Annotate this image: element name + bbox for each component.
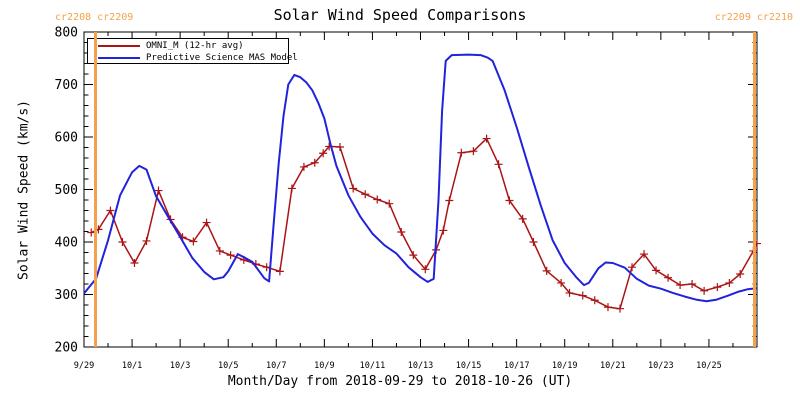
x-tick-label: 10/5	[218, 361, 238, 371]
legend-label-mas: Predictive Science MAS Model	[146, 53, 298, 63]
x-tick-label: 10/7	[266, 361, 286, 371]
y-axis-title: Solar Wind Speed (km/s)	[16, 99, 32, 281]
x-axis-title: Month/Day from 2018-09-29 to 2018-10-26 …	[227, 374, 573, 389]
plot-frame	[83, 31, 758, 348]
legend-item-omni: OMNI_M (12-hr avg)	[88, 40, 288, 52]
mas-series-line	[83, 53, 758, 303]
x-tick-label: 10/25	[696, 361, 722, 371]
x-tick-label: 10/23	[648, 361, 674, 371]
x-tick-label: 10/1	[122, 361, 142, 371]
x-tick-label: 9/29	[74, 361, 94, 371]
carrington-boundary-line-left	[93, 32, 97, 347]
carrington-boundary-line-right	[753, 32, 757, 347]
omni-series-line	[90, 137, 758, 310]
carrington-label-right: cr2209 cr2210	[714, 12, 793, 23]
carrington-label-left: cr2208 cr2209	[55, 12, 134, 23]
y-tick-label: 800	[55, 26, 78, 41]
x-tick-label: 10/15	[456, 361, 482, 371]
y-tick-label: 600	[55, 131, 78, 146]
mas-line-swatch	[98, 57, 140, 59]
y-tick-label: 500	[55, 183, 78, 198]
x-tick-label: 10/13	[408, 361, 434, 371]
legend-label-omni: OMNI_M (12-hr avg)	[146, 41, 244, 51]
x-tick-label: 10/3	[170, 361, 190, 371]
x-tick-label: 10/19	[552, 361, 578, 371]
chart-title: Solar Wind Speed Comparisons	[273, 6, 527, 24]
x-tick-label: 10/11	[360, 361, 386, 371]
omni-series-markers	[87, 134, 761, 313]
y-tick-label: 400	[55, 236, 78, 251]
x-tick-label: 10/9	[314, 361, 334, 371]
omni-line-swatch	[98, 45, 140, 47]
x-tick-label: 10/21	[600, 361, 626, 371]
legend-item-mas: Predictive Science MAS Model	[88, 52, 298, 64]
y-tick-label: 700	[55, 78, 78, 93]
x-tick-label: 10/17	[504, 361, 530, 371]
y-tick-label: 200	[55, 341, 78, 356]
legend: OMNI_M (12-hr avg) Predictive Science MA…	[87, 38, 298, 64]
y-tick-label: 300	[55, 288, 78, 303]
